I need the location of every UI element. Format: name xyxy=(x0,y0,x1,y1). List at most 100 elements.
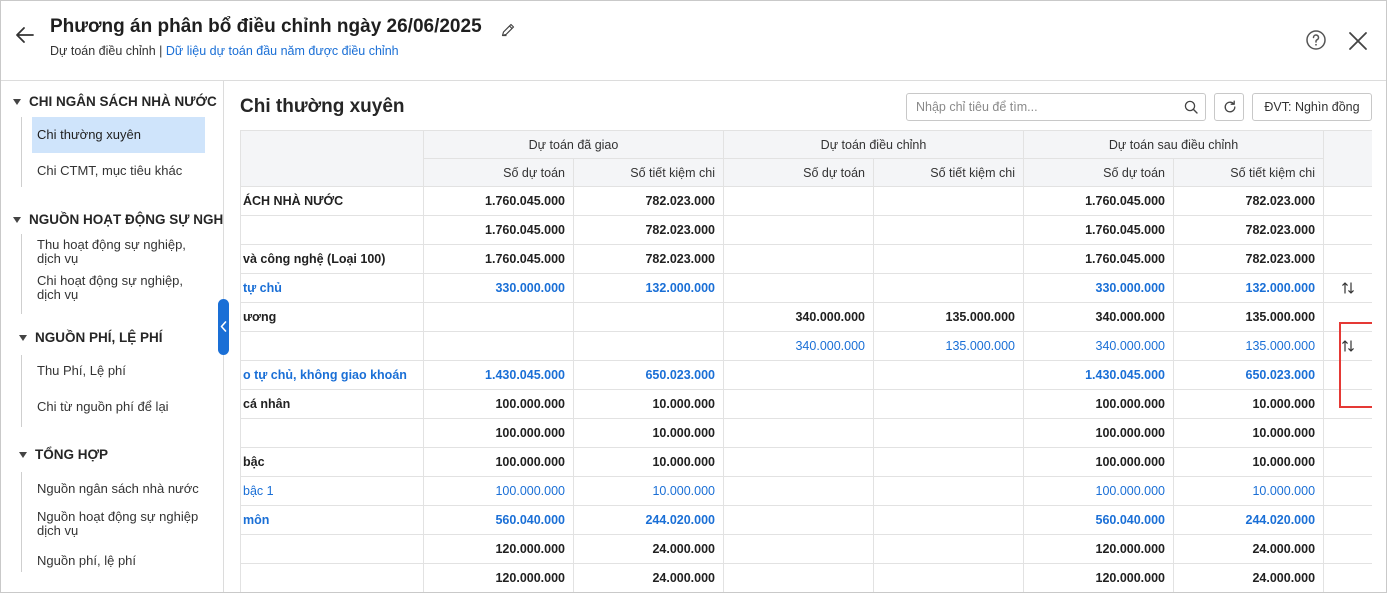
data-table: Dự toán đã giao Dự toán điều chỉnh Dự to… xyxy=(240,130,1372,592)
sidebar-item-th-hdsn[interactable]: Nguồn hoạt động sự nghiệp dịch vụ xyxy=(32,510,205,538)
sidebar-group-line xyxy=(21,472,22,572)
sidebar-collapse-handle[interactable] xyxy=(218,299,229,355)
table-row[interactable]: 340.000.000 135.000.000 340.000.000 135.000… xyxy=(240,331,1372,361)
table-group-header-row: Dự toán đã giao Dự toán điều chỉnh Dự to… xyxy=(240,130,1372,187)
sidebar-item-chi-hdsn[interactable]: Chi hoạt động sự nghiệp, dịch vụ xyxy=(32,274,202,302)
table-cell: 782.023.000 xyxy=(1173,215,1325,245)
sidebar-item-thu-hdsn[interactable]: Thu hoạt động sự nghiệp, dịch vụ xyxy=(32,238,202,266)
sidebar-item-chi-ctmt[interactable]: Chi CTMT, mục tiêu khác xyxy=(32,164,205,178)
row-name-cell xyxy=(240,215,424,245)
table-cell: 120.000.000 xyxy=(423,563,574,592)
table-row[interactable]: o tự chủ, không giao khoán 1.430.045.000 6… xyxy=(240,360,1372,390)
sidebar-item-chi-thuong-xuyen[interactable]: Chi thường xuyên xyxy=(32,117,205,153)
search-input[interactable] xyxy=(907,94,1177,120)
table-cell: 100.000.000 xyxy=(1023,418,1175,448)
sidebar-item-thu-phi[interactable]: Thu Phí, Lệ phí xyxy=(32,364,205,378)
table-cell: 120.000.000 xyxy=(423,534,574,564)
sidebar-item-th-phi[interactable]: Nguồn phí, lệ phí xyxy=(32,554,205,568)
table-row[interactable]: 100.000.000 10.000.000 100.000.000 10.000.0… xyxy=(240,418,1372,448)
table-cell: 10.000.000 xyxy=(1173,418,1325,448)
row-name-cell: và công nghệ (Loại 100) xyxy=(240,244,424,274)
sidebar-group-hdsn[interactable]: NGUỒN HOẠT ĐỘNG SỰ NGH xyxy=(13,212,223,227)
table-cell xyxy=(872,186,1025,216)
table-cell: 340.000.000 xyxy=(723,331,874,361)
table-row[interactable]: bậc 1 100.000.000 10.000.000 100.000.000 10.… xyxy=(240,476,1372,506)
table-cell xyxy=(872,418,1025,448)
row-name-cell: bậc 1 xyxy=(240,476,424,506)
table-cell: 10.000.000 xyxy=(1173,447,1325,477)
table-cell: 10.000.000 xyxy=(1173,389,1325,419)
table-cell: 650.023.000 xyxy=(1173,360,1325,390)
table-cell: 120.000.000 xyxy=(1023,563,1175,592)
page-title: Phương án phân bổ điều chỉnh ngày 26/06/… xyxy=(50,16,482,37)
table-row[interactable]: 1.760.045.000 782.023.000 1.760.045.000 782… xyxy=(240,215,1372,245)
table-row[interactable]: môn 560.040.000 244.020.000 560.040.000 244.… xyxy=(240,505,1372,535)
dialog-header: Phương án phân bổ điều chỉnh ngày 26/06/… xyxy=(1,1,1386,81)
sidebar-group-phi[interactable]: NGUỒN PHÍ, LỆ PHÍ xyxy=(19,330,163,345)
breadcrumb-link[interactable]: Dữ liệu dự toán đầu năm được điều chỉnh xyxy=(165,44,399,58)
sidebar-item-th-nsnn[interactable]: Nguồn ngân sách nhà nước xyxy=(32,482,205,496)
sidebar-group-line xyxy=(21,234,22,314)
table-cell xyxy=(872,360,1025,390)
close-button[interactable] xyxy=(1346,29,1370,53)
sidebar: CHI NGÂN SÁCH NHÀ NƯỚC Chi thường xuyên … xyxy=(1,81,224,592)
table-row[interactable]: cá nhân 100.000.000 10.000.000 100.000.000 1… xyxy=(240,389,1372,419)
breadcrumb: Dự toán điều chỉnh | Dữ liệu dự toán đầu… xyxy=(50,44,399,58)
table-cell: 330.000.000 xyxy=(423,273,574,303)
table-cell: 120.000.000 xyxy=(1023,534,1175,564)
edit-title-button[interactable] xyxy=(500,22,516,38)
table-cell: 100.000.000 xyxy=(1023,389,1175,419)
table-row[interactable]: bậc 100.000.000 10.000.000 100.000.000 10.00… xyxy=(240,447,1372,477)
table-cell: 1.760.045.000 xyxy=(423,244,574,274)
swap-vertical-icon[interactable] xyxy=(1341,281,1355,295)
table-cell xyxy=(573,302,724,332)
row-name-cell xyxy=(240,418,424,448)
table-cell xyxy=(872,563,1025,592)
column-header: Số dự toán xyxy=(423,158,574,187)
sidebar-group-line xyxy=(21,355,22,427)
table-row[interactable]: ÁCH NHÀ NƯỚC 1.760.045.000 782.023.000 1.76… xyxy=(240,186,1372,216)
table-row[interactable]: 120.000.000 24.000.000 120.000.000 24.000.0… xyxy=(240,563,1372,592)
sidebar-item-chi-phi[interactable]: Chi từ nguồn phí để lại xyxy=(32,400,205,414)
help-button[interactable] xyxy=(1304,28,1328,52)
table-cell xyxy=(723,563,874,592)
sidebar-group-tong-hop[interactable]: TỔNG HỢP xyxy=(19,447,108,462)
row-action-cell xyxy=(1323,389,1372,419)
column-group-header: Dự toán sau điều chỉnh xyxy=(1023,130,1325,159)
table-row[interactable]: 120.000.000 24.000.000 120.000.000 24.000.0… xyxy=(240,534,1372,564)
row-name-cell xyxy=(240,534,424,564)
row-name-cell: bậc xyxy=(240,447,424,477)
table-cell xyxy=(573,331,724,361)
search-icon[interactable] xyxy=(1184,100,1198,114)
table-row[interactable]: tự chủ 330.000.000 132.000.000 330.000.000 1… xyxy=(240,273,1372,303)
table-cell: 10.000.000 xyxy=(573,476,724,506)
row-name-cell xyxy=(240,563,424,592)
table-cell xyxy=(723,534,874,564)
caret-down-icon xyxy=(13,98,21,105)
sidebar-item-label: Chi thường xuyên xyxy=(37,127,141,142)
sidebar-group-label: TỔNG HỢP xyxy=(35,447,109,462)
table-cell: 1.430.045.000 xyxy=(423,360,574,390)
refresh-button[interactable] xyxy=(1214,93,1244,121)
table-row[interactable]: và công nghệ (Loại 100) 1.760.045.000 782.… xyxy=(240,244,1372,274)
row-action-cell xyxy=(1323,563,1372,592)
row-action-cell xyxy=(1323,505,1372,535)
sidebar-group-nsnn[interactable]: CHI NGÂN SÁCH NHÀ NƯỚC xyxy=(13,94,217,109)
row-action-cell xyxy=(1323,418,1372,448)
table-cell: 560.040.000 xyxy=(1023,505,1175,535)
table-row[interactable]: ương 340.000.000 135.000.000 340.000.000 135… xyxy=(240,302,1372,332)
table-cell: 100.000.000 xyxy=(423,389,574,419)
table-cell xyxy=(872,447,1025,477)
table-cell: 330.000.000 xyxy=(1023,273,1175,303)
table-cell: 135.000.000 xyxy=(872,302,1025,332)
table-cell: 10.000.000 xyxy=(573,447,724,477)
table-cell: 100.000.000 xyxy=(1023,447,1175,477)
row-name-cell: ÁCH NHÀ NƯỚC xyxy=(240,186,424,216)
table-cell: 24.000.000 xyxy=(1173,563,1325,592)
column-header: Số tiết kiệm chi xyxy=(573,158,724,187)
table-body: ÁCH NHÀ NƯỚC 1.760.045.000 782.023.000 1.76… xyxy=(240,186,1372,592)
back-button[interactable] xyxy=(13,23,37,47)
unit-selector[interactable]: ĐVT: Nghìn đồng xyxy=(1252,93,1372,121)
row-action-cell xyxy=(1323,302,1372,332)
swap-vertical-icon[interactable] xyxy=(1341,339,1355,353)
